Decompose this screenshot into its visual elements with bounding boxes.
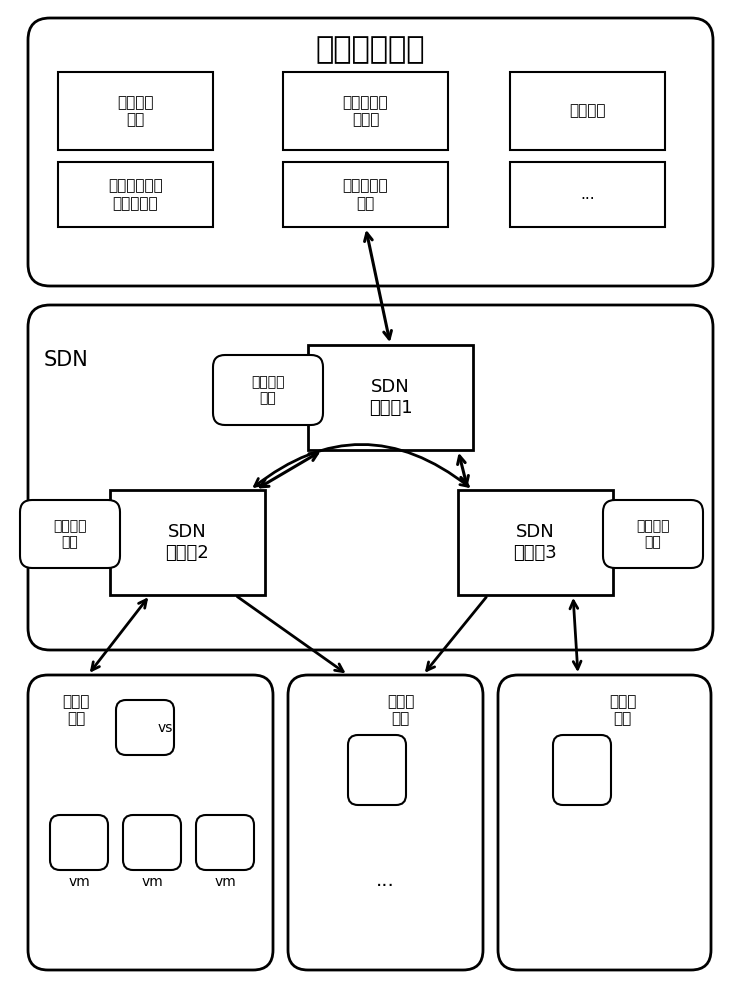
Text: 网络虚拟化
组件: 网络虚拟化 组件 [342, 178, 388, 211]
FancyBboxPatch shape [498, 675, 711, 970]
Text: 物理服
务器: 物理服 务器 [62, 694, 90, 726]
FancyBboxPatch shape [28, 18, 713, 286]
Text: SDN
控制刨1: SDN 控制刨1 [369, 378, 412, 417]
Text: 图形用户界
面组件: 图形用户界 面组件 [342, 95, 388, 127]
Text: 物理服
务器: 物理服 务器 [387, 694, 414, 726]
Text: vs: vs [157, 720, 173, 734]
Text: 虚拟网络
应用: 虚拟网络 应用 [53, 519, 87, 549]
Text: vm: vm [141, 875, 163, 889]
Text: 云管理服务器: 云管理服务器 [316, 35, 425, 64]
Text: SDN
控制刨2: SDN 控制刨2 [166, 523, 210, 562]
Text: 鉴权组件: 鉴权组件 [569, 104, 605, 118]
FancyBboxPatch shape [196, 815, 254, 870]
Text: SDN: SDN [44, 350, 88, 370]
Bar [283, 162, 448, 227]
FancyBboxPatch shape [116, 700, 174, 755]
Bar [283, 72, 448, 150]
Bar [510, 162, 665, 227]
Text: vm: vm [68, 875, 90, 889]
Text: ...: ... [376, 870, 395, 890]
Text: 虚拟机镜像文
件管理组件: 虚拟机镜像文 件管理组件 [108, 178, 163, 211]
Bar [510, 72, 665, 150]
FancyBboxPatch shape [28, 675, 273, 970]
FancyBboxPatch shape [123, 815, 181, 870]
Text: 虚拟网络
应用: 虚拟网络 应用 [637, 519, 670, 549]
Text: 虚拟计算
组件: 虚拟计算 组件 [117, 95, 153, 127]
Text: ...: ... [580, 187, 595, 202]
Text: vm: vm [214, 875, 236, 889]
FancyBboxPatch shape [213, 355, 323, 425]
FancyBboxPatch shape [348, 735, 406, 805]
Bar [58, 162, 213, 227]
Bar [110, 490, 265, 595]
Text: SDN
控制刨3: SDN 控制刨3 [514, 523, 557, 562]
FancyBboxPatch shape [28, 305, 713, 650]
Bar [58, 72, 213, 150]
FancyBboxPatch shape [288, 675, 483, 970]
Bar [308, 345, 473, 450]
FancyBboxPatch shape [50, 815, 108, 870]
Text: 物理服
务器: 物理服 务器 [609, 694, 637, 726]
FancyBboxPatch shape [553, 735, 611, 805]
FancyBboxPatch shape [603, 500, 703, 568]
Text: 虚拟网络
应用: 虚拟网络 应用 [251, 375, 285, 405]
FancyBboxPatch shape [20, 500, 120, 568]
Bar [458, 490, 613, 595]
